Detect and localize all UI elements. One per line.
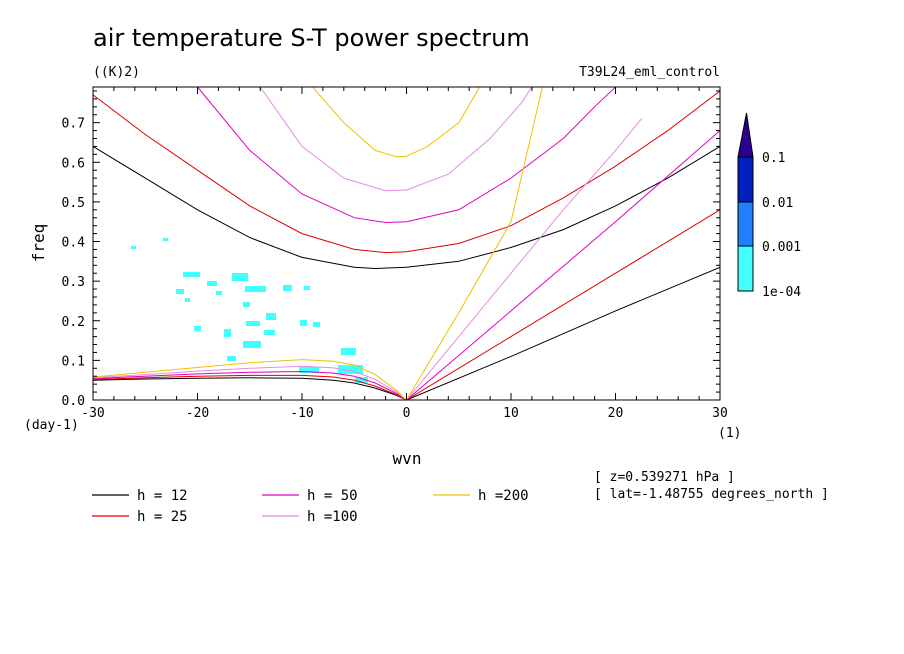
x-tick-label: 0 xyxy=(403,406,411,421)
colorbar-segment xyxy=(737,245,754,292)
curve-h-200-low-branch xyxy=(93,359,407,400)
curve-h-50-low-branch xyxy=(93,370,407,400)
x-tick-label: 20 xyxy=(608,406,624,421)
colorbar-label: 0.01 xyxy=(762,196,793,211)
curve-h-25-high-branch xyxy=(93,90,720,254)
x-tick-label: 10 xyxy=(503,406,519,421)
y-tick-label: 0.6 xyxy=(62,156,85,171)
curve-h-100-high-branch xyxy=(259,87,533,192)
legend: h = 12 h = 25 h = 50 h =100 h =200 xyxy=(92,488,529,525)
legend-label-h-12: h = 12 xyxy=(137,488,188,504)
x-unit-label: (1) xyxy=(718,426,741,441)
data-layer xyxy=(93,87,720,400)
legend-label-h-25: h = 25 xyxy=(137,509,188,525)
x-axis-label: wvn xyxy=(393,449,422,468)
curve-h-100-kelvin xyxy=(406,118,642,400)
y-axis-label: freq xyxy=(29,224,48,263)
latitude-info: [ lat=-1.48755 degrees_north ] xyxy=(594,487,829,502)
curve-h-50-high-branch xyxy=(197,87,616,224)
units-label: ((K)2) xyxy=(93,65,140,80)
curve-h-200-high-branch xyxy=(312,87,481,158)
plot-frame xyxy=(92,86,721,401)
curve-h-12-high-branch xyxy=(93,145,720,270)
curve-h-12-kelvin xyxy=(406,266,720,400)
y-tick-label: 0.5 xyxy=(62,196,85,211)
colorbar-label: 0.001 xyxy=(762,240,801,255)
experiment-label: T39L24_eml_control xyxy=(579,65,720,80)
contour-fill-1e-04 xyxy=(131,238,368,383)
legend-label-h-100: h =100 xyxy=(307,509,358,525)
x-tick-label: 30 xyxy=(712,406,728,421)
x-tick-label: -10 xyxy=(290,406,313,421)
y-tick-label: 0.2 xyxy=(62,315,85,330)
legend-label-h-50: h = 50 xyxy=(307,488,358,504)
curve-h-25-kelvin xyxy=(406,209,720,400)
dispersion-curves xyxy=(93,87,720,400)
y-tick-label: 0.7 xyxy=(62,117,85,132)
y-tick-label: 0.0 xyxy=(62,394,85,409)
x-tick-label: -30 xyxy=(81,406,104,421)
colorbar-segment xyxy=(737,201,754,247)
y-tick-label: 0.4 xyxy=(62,236,86,251)
curve-h-12-low-branch xyxy=(93,377,407,400)
colorbar-triangle xyxy=(737,112,754,158)
colorbar-label: 0.1 xyxy=(762,151,785,166)
y-unit-label: (day-1) xyxy=(24,418,79,433)
curve-h-100-low-branch xyxy=(93,365,407,400)
colorbar-label: 1e-04 xyxy=(762,285,801,300)
y-tick-label: 0.1 xyxy=(62,354,85,369)
curve-h-50-kelvin xyxy=(406,130,720,400)
colorbar-segment xyxy=(737,156,754,203)
axis-ticks: -30 -20 -10 0 10 20 30 0.0 0.1 0.2 0.3 0.4 0.5 0.6 0.7 xyxy=(62,87,728,421)
y-tick-label: 0.3 xyxy=(62,275,85,290)
chart-title: air temperature S-T power spectrum xyxy=(93,24,530,52)
level-info: [ z=0.539271 hPa ] xyxy=(594,470,735,485)
colorbar: 1e-04 0.001 0.01 0.1 xyxy=(737,112,801,300)
legend-label-h-200: h =200 xyxy=(478,488,529,504)
x-tick-label: -20 xyxy=(186,406,209,421)
curve-h-200-kelvin xyxy=(406,87,543,400)
curve-h-25-low-branch xyxy=(93,374,407,400)
